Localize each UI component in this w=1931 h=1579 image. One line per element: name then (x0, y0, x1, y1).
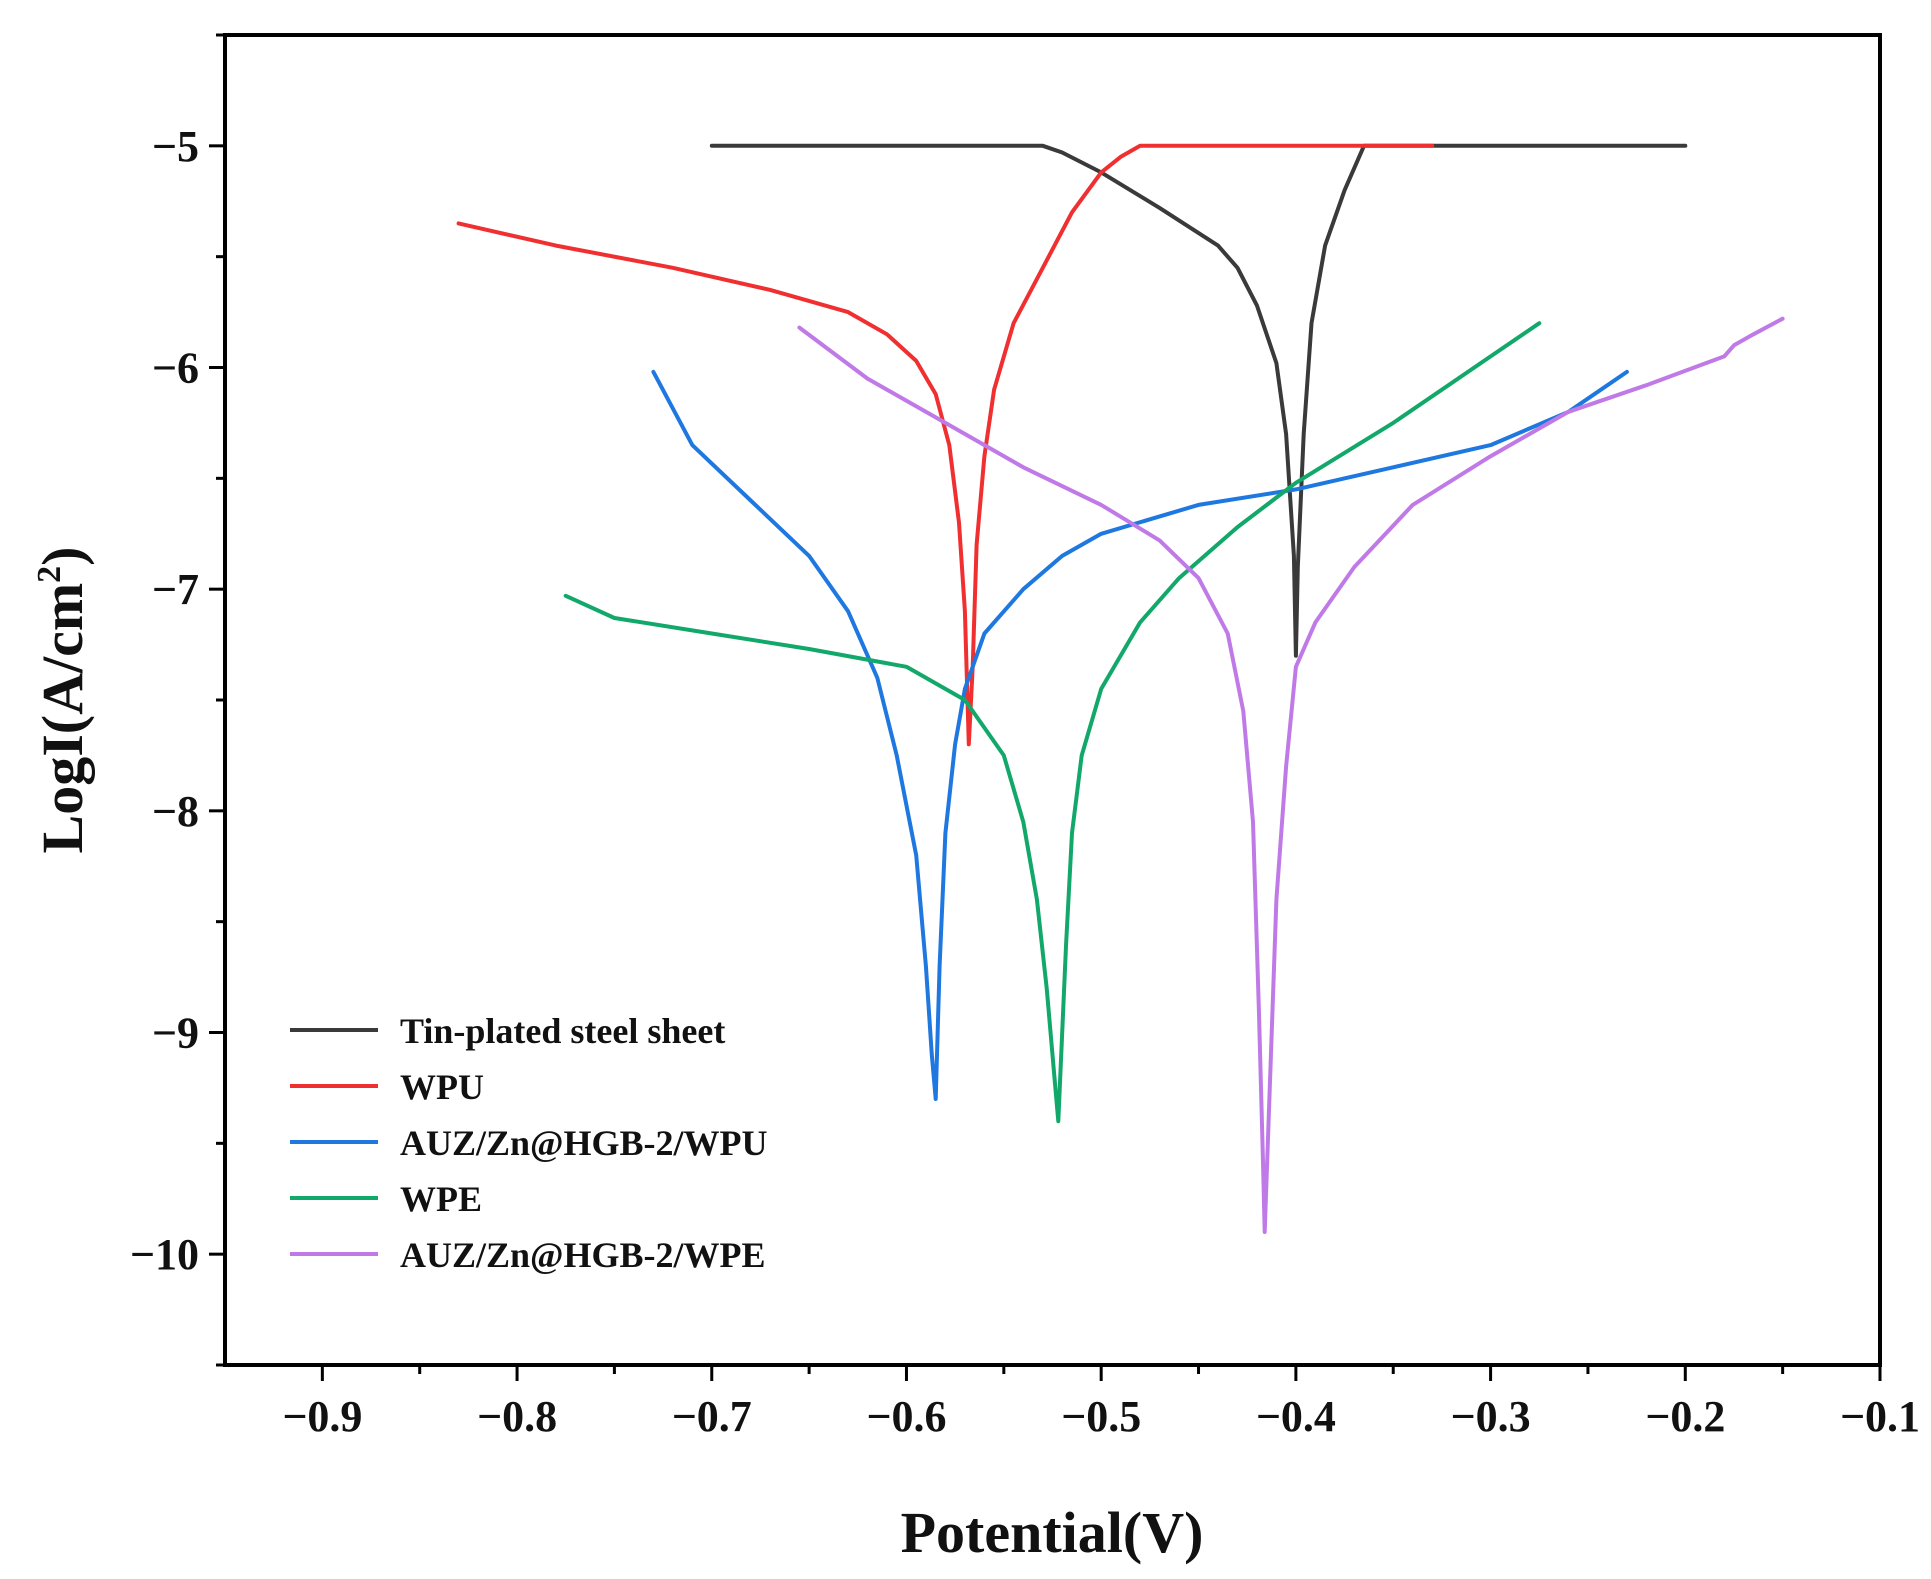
legend-label: WPU (400, 1067, 484, 1107)
series-line-auz-zn-hgb-2-wpe (797, 316, 1785, 1234)
plot-curves (456, 143, 1785, 1234)
y-axis-title-main: LogI(A/cm (30, 583, 95, 854)
y-axis-title: LogI(A/cm2) (30, 547, 95, 854)
series-line-auz-zn-hgb-2-wpu (651, 369, 1629, 1101)
x-axis-ticks: −0.9 −0.8 −0.7 −0.6 −0.5 −0.4 −0.3 −0.2 −0.1 (282, 1365, 1920, 1441)
series-line-wpu (456, 143, 1435, 747)
x-axis-title: Potential(V) (901, 1500, 1204, 1565)
y-tick-label: −9 (152, 1009, 199, 1058)
y-axis-ticks: −5 −6 −7 −8 −9 −10 (130, 33, 225, 1367)
x-tick-label: −0.2 (1645, 1392, 1725, 1441)
x-tick-label: −0.6 (866, 1392, 946, 1441)
legend: Tin-plated steel sheet WPU AUZ/Zn@HGB-2/WP… (290, 1011, 768, 1275)
y-tick-label: −10 (130, 1230, 199, 1279)
legend-label: AUZ/Zn@HGB-2/WPU (400, 1123, 768, 1163)
legend-label: Tin-plated steel sheet (400, 1011, 725, 1051)
y-axis-title-superscript: 2 (31, 566, 68, 583)
x-tick-label: −0.4 (1256, 1392, 1336, 1441)
x-tick-label: −0.8 (477, 1392, 557, 1441)
x-tick-label: −0.9 (282, 1392, 362, 1441)
y-tick-label: −5 (152, 122, 199, 171)
x-tick-label: −0.7 (672, 1392, 752, 1441)
series-line-wpe (563, 321, 1542, 1124)
legend-label: AUZ/Zn@HGB-2/WPE (400, 1235, 766, 1275)
x-tick-label: −0.1 (1840, 1392, 1920, 1441)
x-tick-label: −0.3 (1451, 1392, 1531, 1441)
y-tick-label: −7 (152, 565, 199, 614)
x-tick-label: −0.5 (1061, 1392, 1141, 1441)
plot-frame (223, 33, 1882, 1367)
y-tick-label: −6 (152, 344, 199, 393)
legend-label: WPE (400, 1179, 482, 1219)
y-tick-label: −8 (152, 787, 199, 836)
y-axis-title-close: ) (30, 547, 95, 566)
